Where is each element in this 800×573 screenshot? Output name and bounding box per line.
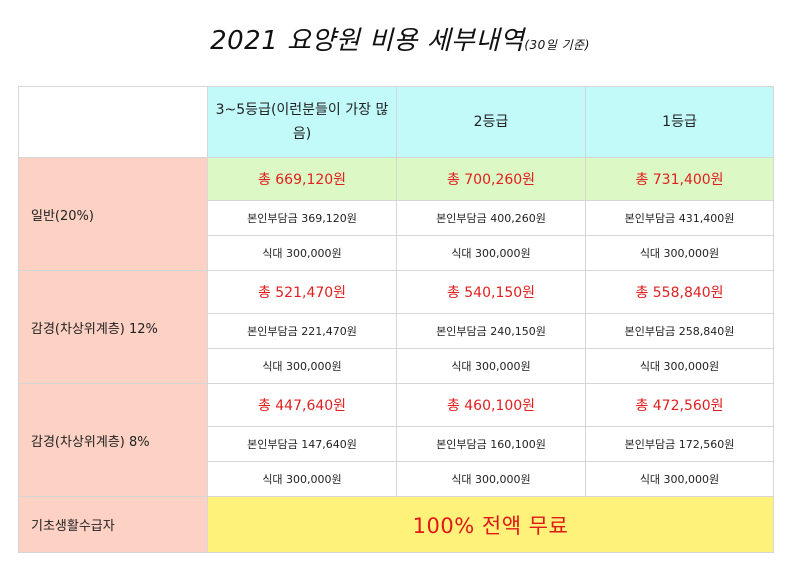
copay-cell: 본인부담금 258,840원: [585, 313, 774, 349]
copay-cell: 본인부담금 400,260원: [396, 200, 586, 236]
copay-cell: 본인부담금 221,470원: [207, 313, 397, 349]
row-header-basic-livelihood: 기초생활수급자: [18, 496, 208, 553]
grade-header-1: 1등급: [585, 86, 774, 158]
table-row: 식대 300,000원 식대 300,000원 식대 300,000원: [19, 235, 774, 271]
total-cell: 총 731,400원: [585, 157, 774, 201]
total-cell: 총 540,150원: [396, 270, 586, 314]
table-row: 본인부담금 221,470원 본인부담금 240,150원 본인부담금 258,…: [19, 313, 774, 349]
table-row: 본인부담금 369,120원 본인부담금 400,260원 본인부담금 431,…: [19, 200, 774, 236]
total-cell: 총 558,840원: [585, 270, 774, 314]
row-header-reduced-12: 감경(차상위계층) 12%: [18, 270, 208, 384]
copay-cell: 본인부담금 431,400원: [585, 200, 774, 236]
row-header-general: 일반(20%): [18, 157, 208, 271]
table-row: 일반(20%) 총 669,120원 총 700,260원 총 731,400원: [18, 157, 774, 271]
meal-cell: 식대 300,000원: [207, 461, 397, 497]
row-header-reduced-8: 감경(차상위계층) 8%: [18, 383, 208, 497]
total-cell: 총 521,470원: [207, 270, 397, 314]
copay-cell: 본인부담금 240,150원: [396, 313, 586, 349]
meal-cell: 식대 300,000원: [396, 235, 586, 271]
copay-cell: 본인부담금 160,100원: [396, 426, 586, 462]
meal-cell: 식대 300,000원: [585, 348, 774, 384]
cost-table: 3~5등급(이런분들이 가장 많음) 2등급 1등급 일반(20%) 총 669…: [18, 86, 774, 553]
table-row: 기초생활수급자 100% 전액 무료: [18, 496, 774, 553]
meal-cell: 식대 300,000원: [207, 348, 397, 384]
corner-cell: [18, 86, 208, 158]
copay-cell: 본인부담금 172,560원: [585, 426, 774, 462]
title-main: 2021 요양원 비용 세부내역: [210, 26, 525, 56]
copay-cell: 본인부담금 147,640원: [207, 426, 397, 462]
total-cell: 총 472,560원: [585, 383, 774, 427]
total-cell: 총 460,100원: [396, 383, 586, 427]
meal-cell: 식대 300,000원: [396, 348, 586, 384]
free-cell: 100% 전액 무료: [207, 496, 774, 553]
table-row: 본인부담금 147,640원 본인부담금 160,100원 본인부담금 172,…: [19, 426, 774, 462]
total-cell: 총 669,120원: [207, 157, 397, 201]
total-cell: 총 700,260원: [396, 157, 586, 201]
table-row: 감경(차상위계층) 12% 총 521,470원 총 540,150원 총 55…: [18, 270, 774, 384]
table-row: 식대 300,000원 식대 300,000원 식대 300,000원: [19, 348, 774, 384]
table-row: 감경(차상위계층) 8% 총 447,640원 총 460,100원 총 472…: [18, 383, 774, 497]
meal-cell: 식대 300,000원: [207, 235, 397, 271]
total-cell: 총 447,640원: [207, 383, 397, 427]
grade-header-2: 2등급: [396, 86, 586, 158]
copay-cell: 본인부담금 369,120원: [207, 200, 397, 236]
page-title: 2021 요양원 비용 세부내역(30일 기준): [0, 20, 800, 57]
grade-header-3-5: 3~5등급(이런분들이 가장 많음): [207, 86, 397, 158]
header-row: 3~5등급(이런분들이 가장 많음) 2등급 1등급: [18, 86, 774, 158]
meal-cell: 식대 300,000원: [396, 461, 586, 497]
meal-cell: 식대 300,000원: [585, 461, 774, 497]
title-subtitle: (30일 기준): [524, 38, 590, 52]
meal-cell: 식대 300,000원: [585, 235, 774, 271]
